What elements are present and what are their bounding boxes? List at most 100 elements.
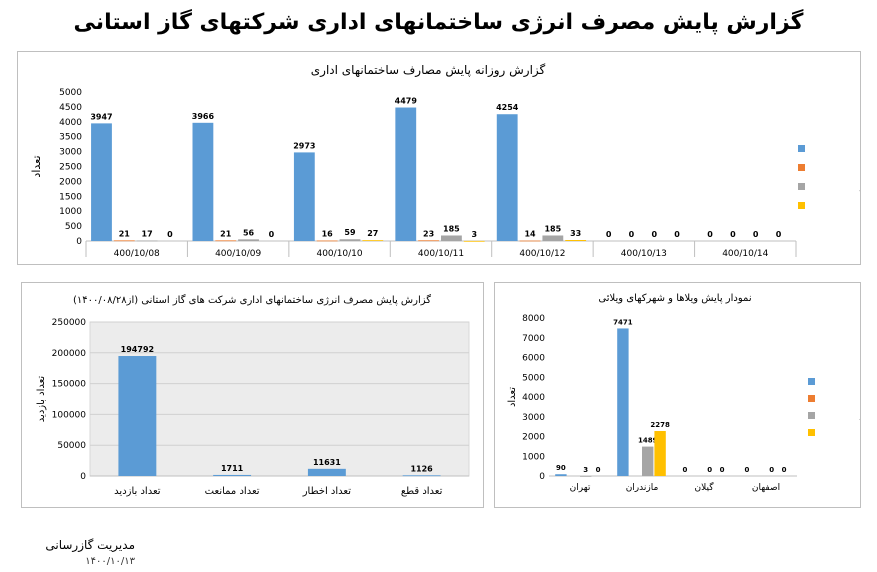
footer-department: مدیریت گازرسانی <box>45 538 135 552</box>
bar <box>113 240 135 242</box>
x-tick-label: گیلان <box>695 481 715 493</box>
y-tick-label: 1000 <box>59 207 82 217</box>
data-label: 2278 <box>650 421 670 429</box>
data-label: 4254 <box>496 103 519 112</box>
legend-swatch <box>808 412 815 419</box>
y-tick-label: 100000 <box>52 410 87 420</box>
x-tick-label: تعداد اخطار <box>302 486 352 497</box>
villa-chart: نمودار پایش ویلاها و شهرکهای ویلائی 0 1000… <box>507 293 877 493</box>
bar <box>307 468 346 476</box>
x-tick-label: 400/10/14 <box>722 249 768 259</box>
chart-title: گزارش پایش مصرف انرژی ساختمانهای اداری ش… <box>73 294 431 306</box>
total-chart-panel: گزارش پایش مصرف انرژی ساختمانهای اداری ش… <box>21 282 484 508</box>
data-label: 194792 <box>121 345 154 354</box>
y-tick-label: 1500 <box>59 192 82 202</box>
data-label: 0 <box>769 466 774 474</box>
y-tick-label: 7000 <box>522 334 545 344</box>
data-label: 0 <box>782 466 787 474</box>
data-label: 0 <box>744 466 749 474</box>
data-label: 17 <box>142 229 153 238</box>
y-tick-label: 3000 <box>59 148 82 158</box>
y-tick-label: 5000 <box>59 88 82 98</box>
bar <box>213 474 252 476</box>
data-label: 4479 <box>395 97 418 106</box>
data-label: 3966 <box>192 112 215 121</box>
bar <box>580 475 592 477</box>
data-label: 56 <box>243 228 255 237</box>
y-tick-label: 3000 <box>522 413 545 423</box>
data-label: 0 <box>707 466 712 474</box>
legend-label: تعداد اخطار <box>859 412 860 420</box>
data-label: 0 <box>776 230 782 239</box>
y-tick-label: 4000 <box>522 393 545 403</box>
data-label: 0 <box>674 230 680 239</box>
legend-label: تعداد اخطار <box>859 182 860 191</box>
y-tick-label: 500 <box>65 222 82 232</box>
bar <box>395 107 417 241</box>
x-tick-label: 400/10/11 <box>418 249 464 259</box>
data-label: 1489 <box>638 437 658 445</box>
bar <box>555 474 567 476</box>
x-tick-label: تعداد بازدید <box>114 486 161 497</box>
data-label: 0 <box>596 466 601 474</box>
y-tick-label: 250000 <box>52 318 87 328</box>
bar <box>402 475 441 477</box>
y-tick-label: 1000 <box>522 452 545 462</box>
bar <box>418 240 439 242</box>
data-label: 21 <box>119 229 131 238</box>
bar <box>463 240 485 242</box>
x-tick-label: تهران <box>570 483 591 493</box>
bar <box>91 123 112 241</box>
data-label: 14 <box>524 230 536 239</box>
chart-title: نمودار پایش ویلاها و شهرکهای ویلائی <box>598 293 751 304</box>
daily-chart-panel: گزارش روزانه پایش مصارف ساختمانهای اداری… <box>17 51 877 265</box>
x-tick-label: 400/10/13 <box>621 249 667 259</box>
y-tick-label: 50000 <box>57 441 86 451</box>
x-tick-label: مازندران <box>626 483 659 493</box>
y-tick-label: 5000 <box>522 373 545 383</box>
x-tick-label: 400/10/12 <box>519 249 565 259</box>
data-label: 11631 <box>313 458 341 467</box>
bar <box>339 239 361 241</box>
data-label: 0 <box>651 230 657 239</box>
y-tick-label: 6000 <box>522 354 545 364</box>
legend-swatch <box>808 429 815 436</box>
y-tick-label: 2000 <box>522 433 545 443</box>
y-tick-label: 4500 <box>59 103 82 113</box>
y-tick-label: 200000 <box>52 349 87 359</box>
y-tick-label: 0 <box>539 472 545 482</box>
data-label: 0 <box>629 230 635 239</box>
data-label: 0 <box>167 230 173 239</box>
legend-swatch <box>808 378 815 385</box>
data-label: 16 <box>322 230 334 239</box>
legend-swatch <box>798 202 805 209</box>
y-tick-label: 150000 <box>52 380 87 390</box>
y-axis-label: تعداد <box>507 387 518 407</box>
footer-date: ۱۴۰۰/۱۰/۱۳ <box>85 556 135 567</box>
data-label: 90 <box>556 464 566 472</box>
villa-chart-panel: نمودار پایش ویلاها و شهرکهای ویلائی 0 1000… <box>494 282 877 508</box>
x-tick-label: تعداد ممانعت <box>205 486 260 497</box>
x-tick-label: تعداد قطع <box>401 486 443 497</box>
data-label: 27 <box>367 229 378 238</box>
data-label: 7471 <box>613 318 633 326</box>
data-label: 3 <box>583 466 588 474</box>
legend-swatch <box>798 183 805 190</box>
data-label: 0 <box>269 230 275 239</box>
x-tick-label: 400/10/10 <box>316 249 362 259</box>
x-tick-label: 400/10/08 <box>114 249 160 259</box>
bar <box>136 240 158 242</box>
bar <box>238 239 259 241</box>
data-label: 1711 <box>221 464 244 473</box>
x-tick-label: اصفهان <box>752 483 780 493</box>
bar <box>192 122 214 241</box>
data-label: 185 <box>544 224 561 233</box>
y-tick-label: 3500 <box>59 133 82 143</box>
bar <box>642 446 654 476</box>
legend-swatch <box>798 164 805 171</box>
y-tick-label: 0 <box>76 237 82 247</box>
y-tick-label: 2000 <box>59 177 82 187</box>
y-tick-label: 2500 <box>59 163 82 173</box>
legend-swatch <box>808 395 815 402</box>
total-chart: گزارش پایش مصرف انرژی ساختمانهای اداری ش… <box>36 294 470 497</box>
